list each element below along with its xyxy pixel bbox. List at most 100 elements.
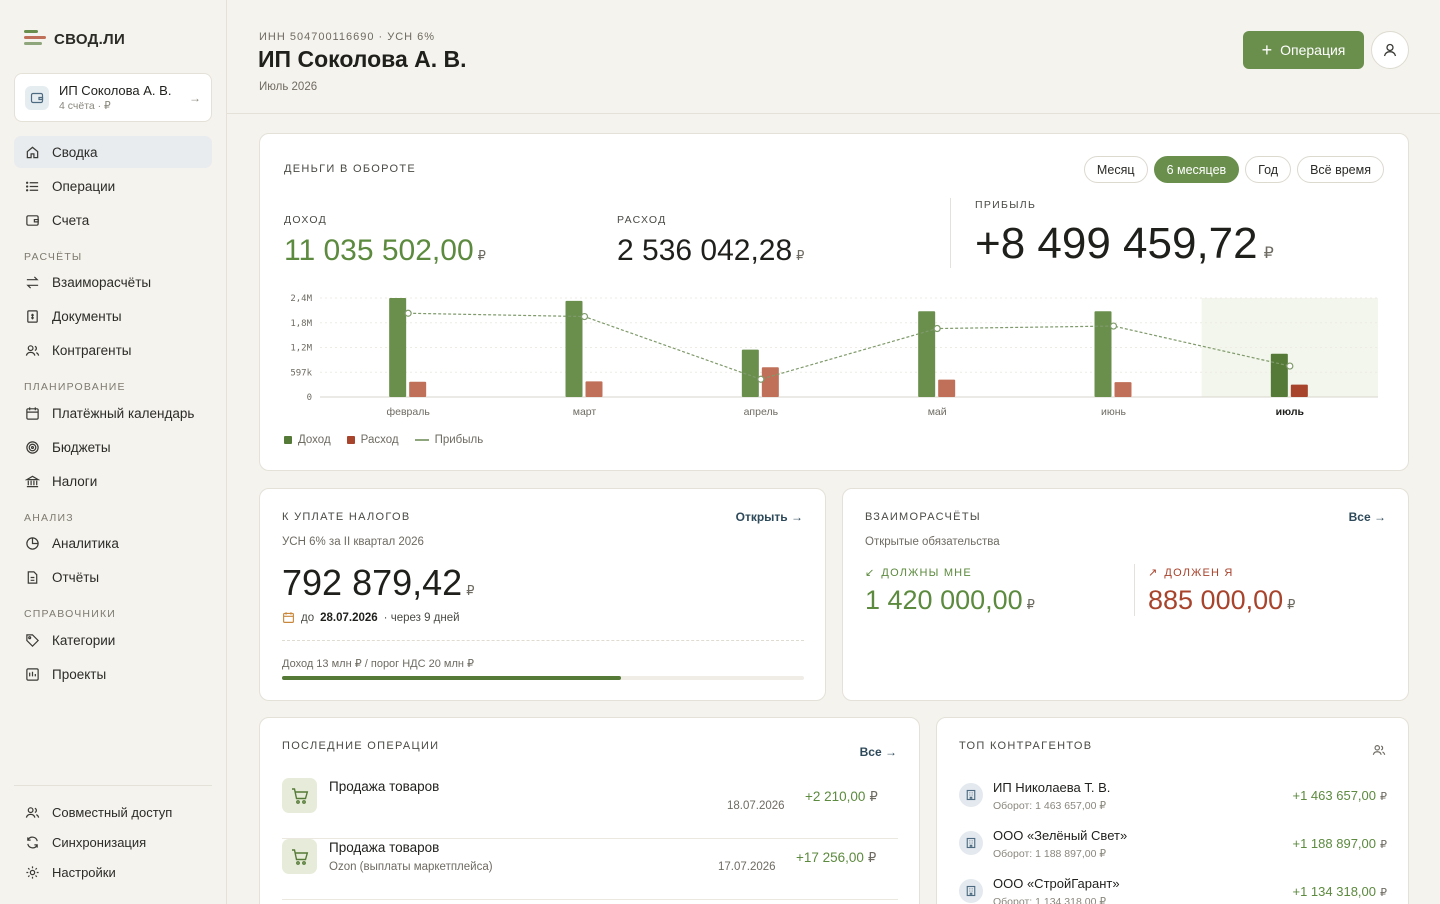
counterparty-amount-value: +1 134 318,00 [1292,884,1377,899]
i-owe-amount: 885 000,00 ₽ [1148,585,1295,616]
vat-threshold-progress [282,676,804,680]
tax-amount: 792 879,42 ₽ [282,562,474,604]
nav-label: Проекты [52,666,107,682]
expense-bar [585,381,603,397]
counterparty-amount-value: +1 463 657,00 [1292,788,1377,803]
nav-label: Документы [52,309,122,325]
y-tick-label: 597k [290,368,312,378]
nav-item-payment-calendar[interactable]: Платёжный календарь [14,397,212,429]
period-6-months-button[interactable]: 6 месяцев [1153,156,1240,183]
open-taxes-link[interactable]: Открыть → [735,510,803,524]
nav-item-reports[interactable]: Отчёты [14,562,212,594]
nav-item-accounts[interactable]: Счета [14,204,212,236]
divider [282,640,804,641]
page-header: ИНН 504700116690 · УСН 6% ИП Соколова А.… [227,0,1440,114]
nav-item-taxes[interactable]: Налоги [14,466,212,498]
nav-item-documents[interactable]: Документы [14,301,212,333]
profit-total: +8 499 459,72 ₽ [975,219,1274,269]
counterparty-row[interactable]: ООО «СтройГарант» Оборот: 1 134 318,00 ₽… [959,876,1387,904]
app-name: СВОД.ЛИ [54,30,126,48]
expense-bar [761,367,779,397]
document-icon [24,309,40,325]
period-selector: Месяц 6 месяцев Год Всё время [1083,156,1384,183]
currency-symbol: ₽ [796,248,805,263]
legend-swatch [346,436,355,444]
building-icon [959,879,983,903]
account-switcher[interactable]: ИП Соколова А. В. 4 счёта · ₽ → [14,73,212,122]
nav-item-settings[interactable]: Настройки [14,858,212,888]
building-icon [959,831,983,855]
x-tick-label: май [928,406,947,418]
project-icon [24,666,40,682]
nav-item-projects[interactable]: Проекты [14,658,212,690]
gear-icon [24,865,40,881]
owed-to-me-label: ↙ ДОЛЖНЫ МНЕ [865,566,972,580]
x-tick-label: апрель [744,406,779,418]
counterparty-turnover: Оборот: 1 188 897,00 ₽ [993,848,1107,860]
nav-item-analytics[interactable]: Аналитика [14,528,212,560]
nav-item-budgets[interactable]: Бюджеты [14,431,212,463]
add-operation-button[interactable]: + Операция [1243,31,1364,69]
nav-item-summary[interactable]: Сводка [14,136,212,168]
owed-to-me-amount: 1 420 000,00 ₽ [865,585,1035,616]
currency-symbol: ₽ [1380,839,1387,851]
card-title: ДЕНЬГИ В ОБОРОТЕ [284,163,416,175]
app-logo[interactable]: СВОД.ЛИ [24,30,125,48]
expense-bar [409,381,427,397]
period-all-time-button[interactable]: Всё время [1297,156,1384,183]
nav-item-operations[interactable]: Операции [14,170,212,202]
cart-icon [282,839,317,874]
swap-icon [24,275,40,291]
expense-bar [938,379,956,397]
operation-row[interactable]: Продажа товаров Ozon (выплаты маркетплей… [282,839,898,900]
currency-symbol: ₽ [1026,597,1035,612]
counterparty-name: ООО «СтройГарант» [993,876,1120,891]
profit-point [404,309,412,317]
currency-symbol: ₽ [466,583,475,598]
arrow-down-left-icon: ↙ [865,567,876,579]
expense-total: 2 536 042,28 ₽ [617,234,804,268]
expense-bar [1114,382,1132,397]
legend-item-income: Доход [284,434,331,446]
report-icon [24,570,40,586]
building-icon [959,783,983,807]
settlements-card: ВЗАИМОРАСЧЁТЫ Все → Открытые обязательст… [842,488,1409,701]
nav-label: Налоги [52,474,98,489]
nav-item-categories[interactable]: Категории [14,624,212,656]
nav-item-counterparties[interactable]: Контрагенты [14,335,212,367]
nav-label: Отчёты [52,570,100,586]
taxes-due-card: К УПЛАТЕ НАЛОГОВ Открыть → УСН 6% за II … [259,488,826,701]
account-name: ИП Соколова А. В. [59,83,172,98]
inn-line: ИНН 504700116690 · УСН 6% [259,31,436,43]
nav-label: Настройки [52,865,116,881]
legend-item-profit: Прибыль [414,434,483,446]
counterparties-icon[interactable] [1372,743,1386,762]
period-month-button[interactable]: Месяц [1083,156,1148,183]
nav-item-sync[interactable]: Синхронизация [14,827,212,857]
user-icon [1383,43,1397,57]
nav-section-title: СПРАВОЧНИКИ [24,608,117,621]
currency-symbol: ₽ [1287,597,1296,612]
operation-title: Продажа товаров [329,779,440,794]
currency-symbol: ₽ [867,850,877,865]
nav-item-settlements[interactable]: Взаиморасчёты [14,267,212,299]
all-settlements-link[interactable]: Все → [1348,510,1386,524]
profit-point [1286,362,1294,370]
counterparty-row[interactable]: ИП Николаева Т. В. Оборот: 1 463 657,00 … [959,780,1387,824]
counterparty-row[interactable]: ООО «Зелёный Свет» Оборот: 1 188 897,00 … [959,828,1387,872]
operation-row[interactable]: Продажа товаров 18.07.2026 +2 210,00 ₽ [282,778,898,839]
all-operations-link[interactable]: Все → [859,745,897,759]
card-title: ТОП КОНТРАГЕНТОВ [959,740,1093,752]
currency-symbol: ₽ [1263,245,1274,262]
x-tick-label: март [573,406,597,418]
nav-label: Операции [52,178,116,194]
nav-item-shared-access[interactable]: Совместный доступ [14,797,212,827]
sidebar-divider [14,785,212,786]
i-owe-value: 885 000,00 [1148,585,1284,615]
user-menu-button[interactable] [1371,31,1409,69]
profit-value: +8 499 459,72 [975,219,1258,268]
period-year-button[interactable]: Год [1245,156,1292,183]
counterparty-name: ООО «Зелёный Свет» [993,828,1128,843]
income-bar [741,349,759,397]
money-turnover-card: ДЕНЬГИ В ОБОРОТЕ Месяц 6 месяцев Год Всё… [259,133,1409,471]
